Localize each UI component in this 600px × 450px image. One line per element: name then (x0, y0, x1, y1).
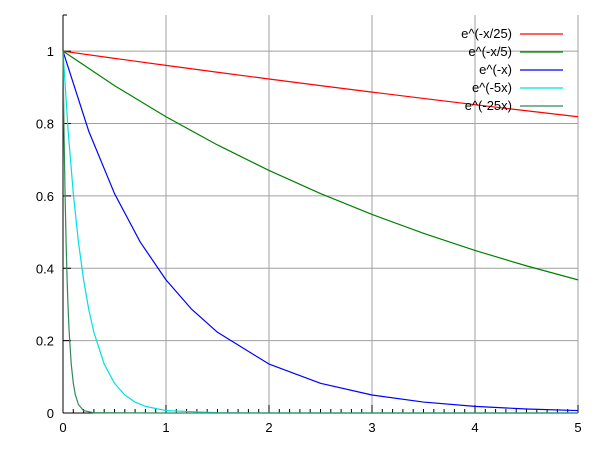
x-tick-label: 0 (59, 420, 66, 435)
y-tick-label: 0 (47, 406, 54, 421)
x-tick-label: 2 (265, 420, 272, 435)
legend: e^(-x/25) e^(-x/5) e^(-x) e^(-5x) e^(-25x) (461, 26, 563, 113)
series-lines (62, 50, 579, 414)
x-tick-label: 4 (471, 420, 478, 435)
series-line-3 (62, 50, 579, 412)
y-tick-label: 0.2 (36, 334, 54, 349)
series-line-2 (62, 50, 579, 281)
x-tick-label: 1 (162, 420, 169, 435)
y-tick-label: 1 (47, 44, 54, 59)
x-tick-label: 3 (368, 420, 375, 435)
series-line-1 (62, 50, 579, 118)
legend-label-2: e^(-x/5) (468, 44, 512, 59)
y-tick-label: 0.8 (36, 117, 54, 132)
legend-label-5: e^(-25x) (465, 98, 512, 113)
grid-lines (63, 15, 579, 413)
tick-marks (62, 14, 579, 414)
x-tick-label: 5 (574, 420, 581, 435)
legend-label-3: e^(-x) (479, 62, 512, 77)
y-tick-label: 0.4 (36, 261, 54, 276)
legend-label-4: e^(-5x) (472, 80, 512, 95)
y-tick-label: 0.6 (36, 189, 54, 204)
tick-labels: 0 1 2 3 4 5 0 0.2 0.4 0.6 0.8 1 (36, 44, 582, 435)
series-line-5 (62, 51, 578, 414)
legend-label-1: e^(-x/25) (461, 26, 512, 41)
